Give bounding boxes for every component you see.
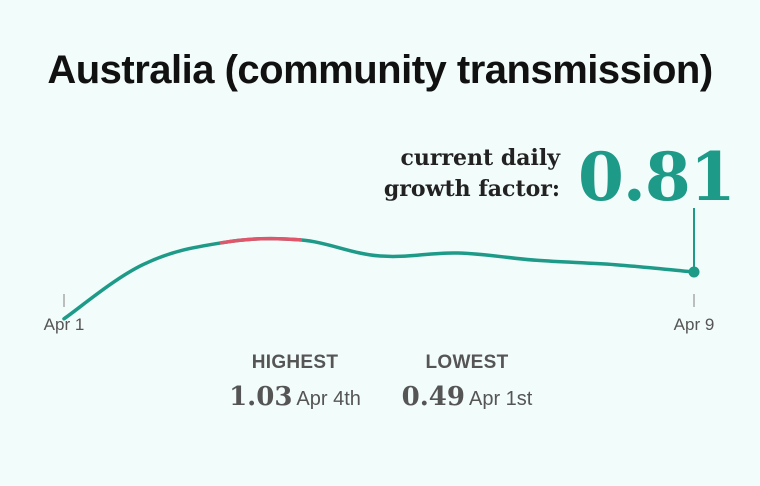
chart-title: Australia (community transmission) xyxy=(47,48,713,92)
highest-stat: HIGHEST 1.03 Apr 4th xyxy=(222,352,368,412)
x-tick-label-start: Apr 1 xyxy=(44,315,85,334)
lowest-stat: LOWEST 0.49 Apr 1st xyxy=(396,352,538,412)
highest-value: 1.03 xyxy=(229,382,293,412)
current-value-dot xyxy=(688,266,700,278)
x-tick-label-end: Apr 9 xyxy=(674,315,715,334)
lowest-value: 0.49 xyxy=(401,382,465,412)
highest-label: HIGHEST xyxy=(251,352,339,373)
highest-date: Apr 4th xyxy=(296,388,361,410)
highest-segment-line xyxy=(219,236,303,245)
current-growth-value: 0.81 xyxy=(578,138,736,216)
current-growth-label-line1: current daily xyxy=(400,145,560,171)
current-growth-label-line2: growth factor: xyxy=(383,176,560,202)
current-growth-label: current daily growth factor: xyxy=(384,143,560,205)
lowest-date: Apr 1st xyxy=(468,388,533,410)
lowest-label: LOWEST xyxy=(425,352,509,373)
growth-factor-line xyxy=(62,236,696,321)
